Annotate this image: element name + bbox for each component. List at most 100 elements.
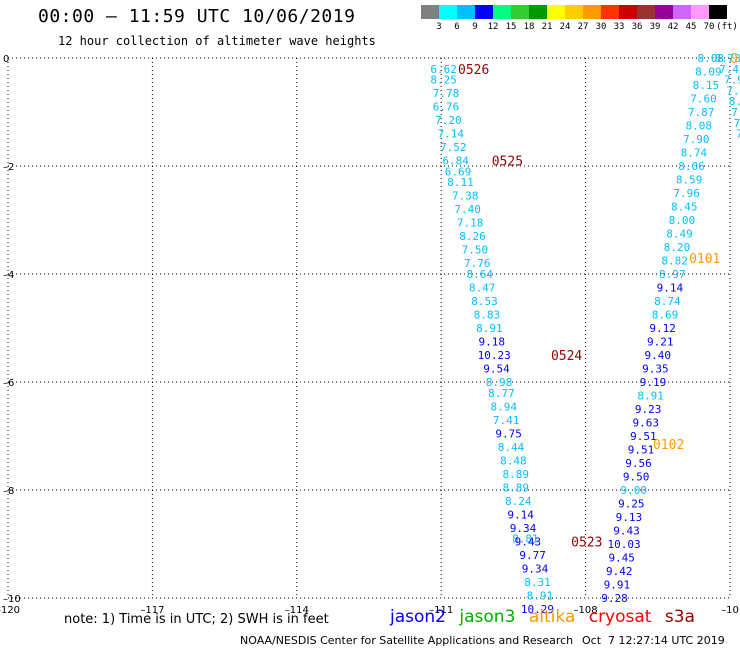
- color-swatch: [691, 5, 709, 19]
- color-scale-label: 27: [577, 22, 589, 32]
- data-point-altika: 8.08: [697, 52, 724, 65]
- data-point-altika: 9.12: [649, 322, 676, 335]
- legend-s3a: s3a: [664, 607, 695, 627]
- credit-text: NOAA/NESDIS Center for Satellite Applica…: [240, 634, 574, 647]
- data-point-altika: 8.45: [671, 201, 698, 214]
- data-point-s3a: 6.84: [442, 155, 469, 168]
- data-point-altika: 10.03: [608, 538, 641, 551]
- color-swatch: [565, 5, 583, 19]
- data-point-s3a: 7.14: [438, 128, 465, 141]
- data-point-altika: 8.15: [693, 79, 720, 92]
- data-point-altika: 8.49: [666, 228, 693, 241]
- data-point-altika: 7.96: [673, 187, 700, 200]
- data-point-s3a: 8.98: [486, 376, 513, 389]
- data-point-altika: 9.21: [647, 336, 674, 349]
- page-title: 00:00 – 11:59 UTC 10/06/2019: [38, 6, 356, 27]
- legend-jason3: jason3: [459, 607, 516, 627]
- color-scale-label: 70: [703, 22, 715, 32]
- data-point-altika: 7.60: [690, 93, 717, 106]
- color-scale-label: 21: [541, 22, 553, 32]
- points-layer: 6.628.257.786.767.207.147.526.846.698.11…: [430, 52, 740, 616]
- data-point-s3a: 8.83: [474, 309, 501, 322]
- data-point-altika: 9.42: [606, 565, 633, 578]
- color-swatch: [439, 5, 457, 19]
- data-point-altika: 9.35: [642, 363, 669, 376]
- color-scale-label: (ft): [716, 22, 738, 32]
- x-tick-label: –117: [140, 605, 164, 616]
- data-point-s3a: 7.38: [452, 190, 479, 203]
- color-scale-label: 45: [685, 22, 697, 32]
- y-tick-label: –4: [3, 270, 14, 281]
- data-point-altika: 9.23: [635, 403, 662, 416]
- data-point-s3a: 8.48: [500, 454, 527, 467]
- time-annotation: 0526: [458, 63, 489, 78]
- data-point-s3a: 10.29: [521, 603, 554, 616]
- time-annotation: 0102: [653, 438, 684, 453]
- color-scale-label: 39: [649, 22, 661, 32]
- x-tick-label: –114: [285, 605, 309, 616]
- data-point-altika: 9.63: [633, 417, 660, 430]
- data-point-s3a: 8.94: [491, 400, 518, 413]
- satellite-legend: jason2 jason3 altika cryosat s3a: [390, 607, 703, 627]
- color-swatch: [529, 5, 547, 19]
- data-point-s3a: 8.91: [527, 589, 554, 602]
- color-swatch: [475, 5, 493, 19]
- data-point-s3a: 9.34: [522, 562, 549, 575]
- data-point-altika: 9.91: [604, 579, 631, 592]
- color-swatch: [511, 5, 529, 19]
- legend-jason2: jason2: [390, 607, 446, 627]
- data-point-altika: 8.00: [669, 214, 696, 227]
- data-point-cryosat: 7.14: [736, 128, 740, 141]
- data-point-altika: 9.25: [618, 498, 645, 511]
- color-scale-label: 24: [559, 22, 571, 32]
- data-point-s3a: 8.53: [471, 295, 498, 308]
- data-point-altika: 9.19: [640, 376, 667, 389]
- data-point-altika: 7.90: [683, 133, 710, 146]
- data-point-s3a: 7.41: [493, 414, 520, 427]
- data-point-altika: 9.40: [645, 349, 672, 362]
- color-swatch: [601, 5, 619, 19]
- data-point-s3a: 9.34: [510, 522, 537, 535]
- data-point-altika: 9.28: [601, 592, 628, 605]
- data-point-altika: 9.14: [657, 282, 684, 295]
- data-point-cryosat: 7.91: [734, 117, 740, 130]
- data-point-s3a: 9.18: [478, 336, 505, 349]
- data-point-altika: 8.74: [681, 147, 708, 160]
- time-annotation: 0523: [571, 535, 602, 550]
- data-point-s3a: 10.23: [478, 349, 511, 362]
- data-point-altika: 9.00: [620, 484, 647, 497]
- color-scale-labels: 3 6 9 12 15 18 21 24 27 30 33 36 39 42 45 70 (ft): [421, 22, 740, 36]
- data-point-s3a: 9.77: [519, 549, 546, 562]
- data-point-altika: 9.51: [628, 444, 655, 457]
- generated-timestamp: Oct 7 12:27:14 UTC 2019: [582, 634, 725, 647]
- axis-layer: –120 –117 –114 –111 –108 –10 0 –2 –4 –6 –8 –10: [0, 54, 739, 616]
- color-swatch: [619, 5, 637, 19]
- data-point-altika: 8.74: [654, 295, 681, 308]
- color-scale-label: 30: [595, 22, 607, 32]
- data-point-altika: 9.56: [625, 457, 652, 470]
- data-point-s3a: 8.77: [488, 387, 515, 400]
- note-text: note: 1) Time is in UTC; 2) SWH is in fe…: [64, 612, 329, 627]
- grid-layer: [7, 57, 731, 599]
- color-scale-label: 18: [523, 22, 535, 32]
- color-swatch: [421, 5, 439, 19]
- color-swatch: [457, 5, 475, 19]
- data-point-s3a: 9.54: [483, 363, 510, 376]
- data-point-cryosat: 8.73: [714, 52, 740, 65]
- y-tick-label: –6: [3, 378, 14, 389]
- color-swatch: [547, 5, 565, 19]
- color-swatch: [655, 5, 673, 19]
- x-tick-label: –120: [0, 605, 20, 616]
- data-point-altika: 8.91: [637, 390, 664, 403]
- data-point-cryosat: 7.93: [724, 74, 740, 87]
- data-point-s3a: 7.78: [433, 87, 460, 100]
- data-point-altika: 9.51: [630, 430, 657, 443]
- x-tick-label: –108: [574, 605, 598, 616]
- data-point-altika: 9.45: [608, 552, 635, 565]
- time-annotation: 0525: [492, 155, 523, 170]
- data-point-s3a: 9.43: [515, 535, 542, 548]
- data-point-altika: 9.13: [616, 511, 643, 524]
- data-point-s3a: 9.75: [495, 427, 522, 440]
- color-scale-label: 42: [667, 22, 679, 32]
